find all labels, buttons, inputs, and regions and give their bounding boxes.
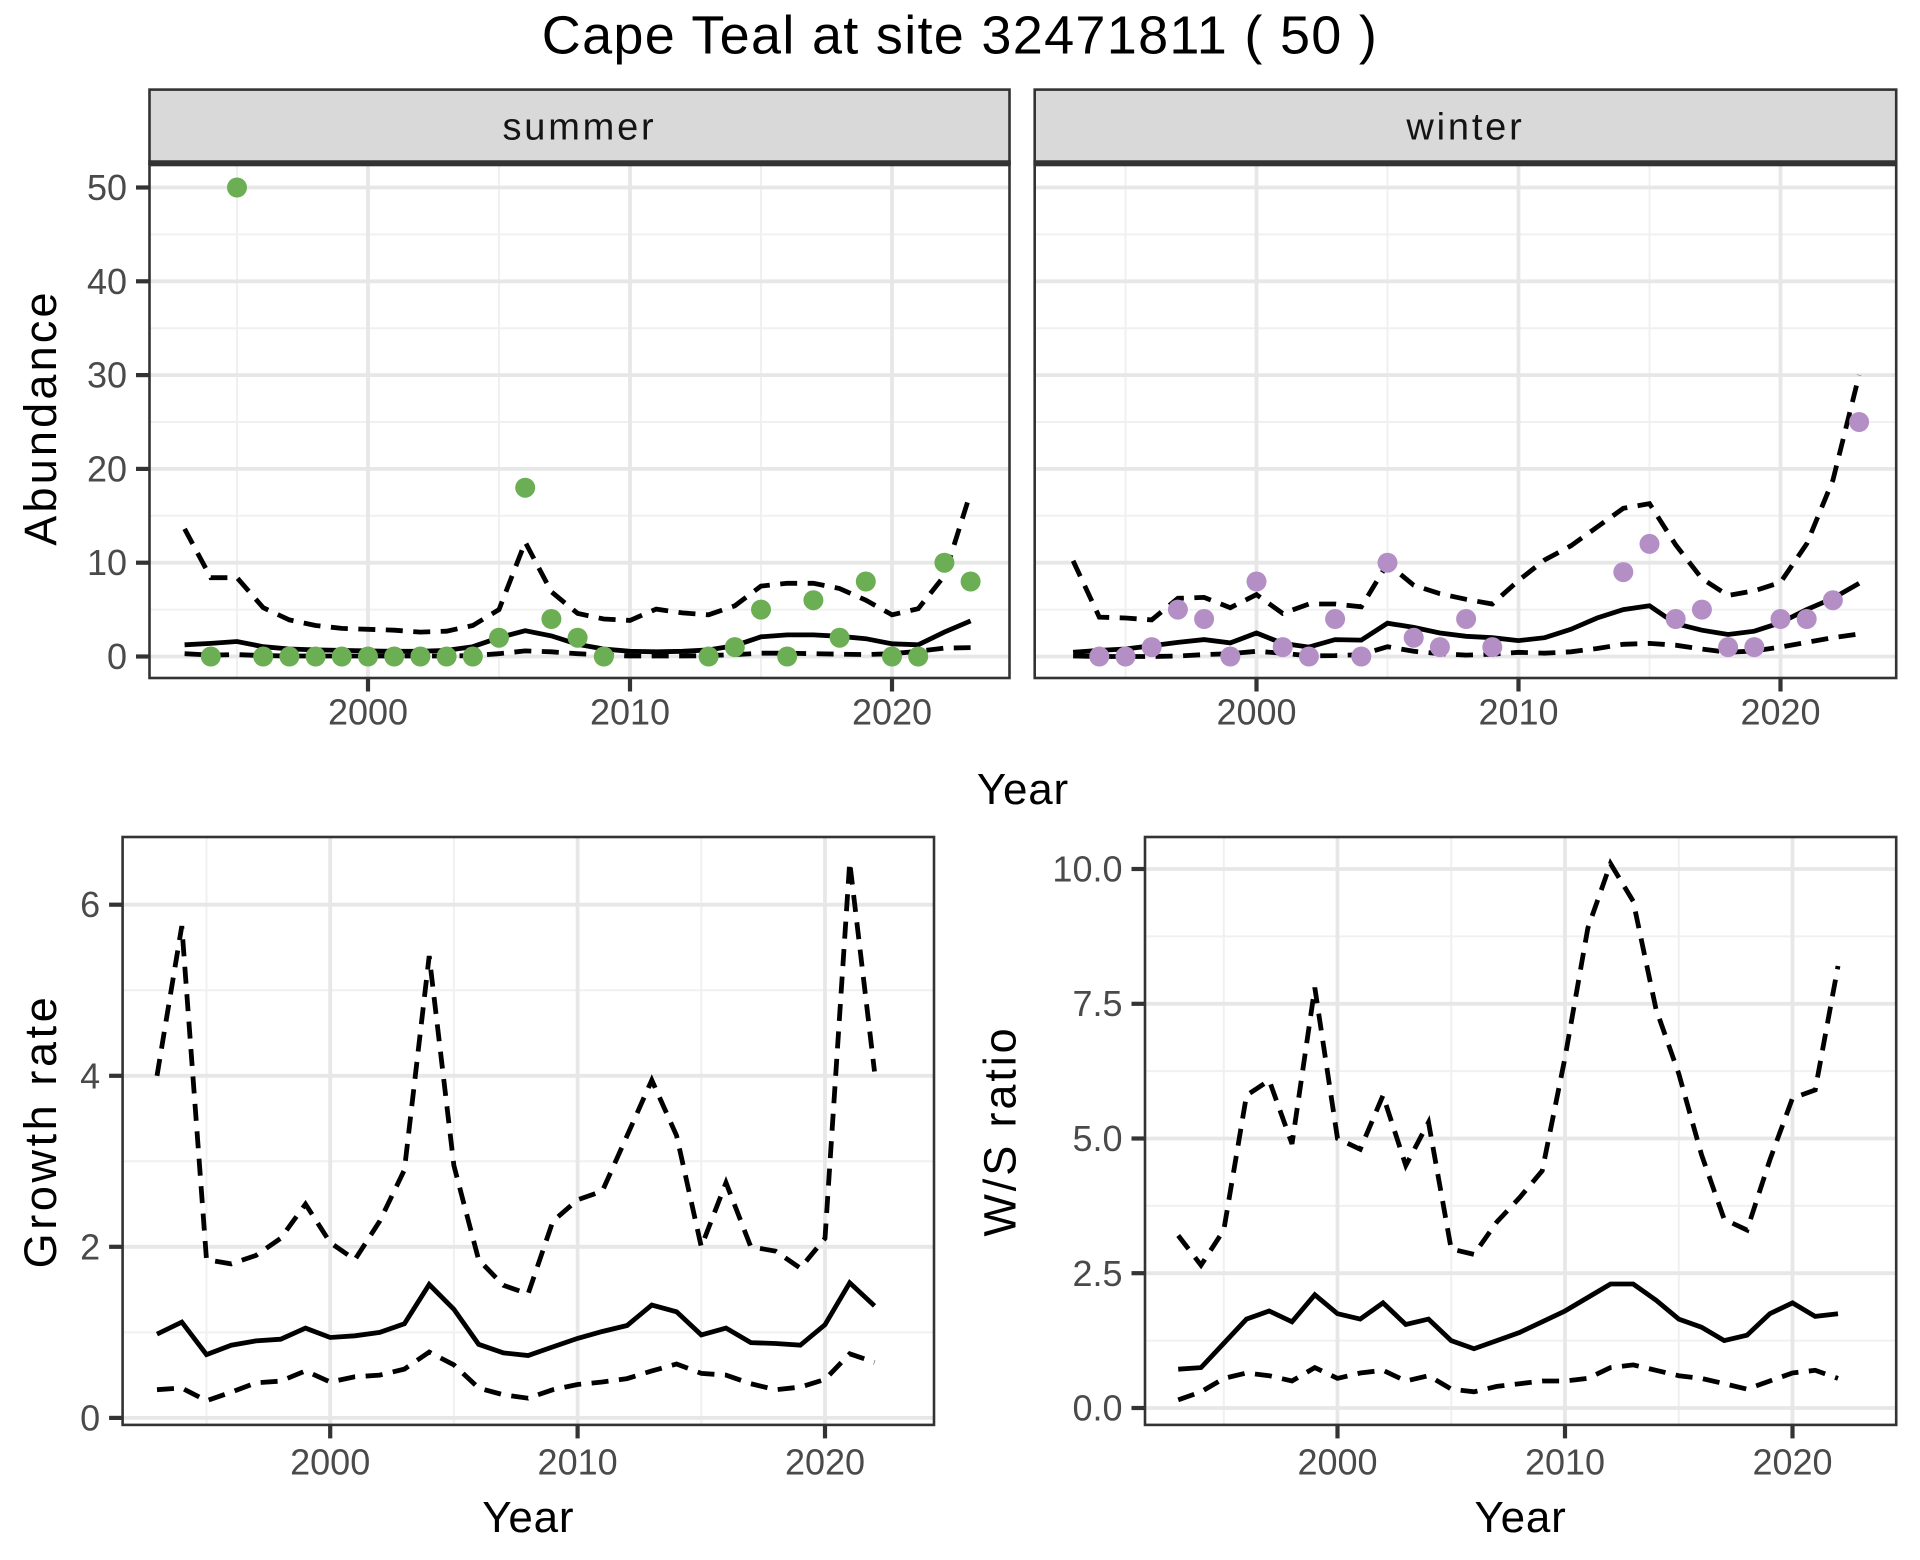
svg-text:40: 40	[87, 261, 127, 302]
svg-text:2020: 2020	[1740, 692, 1820, 733]
svg-text:20: 20	[87, 448, 127, 489]
svg-text:7.5: 7.5	[1072, 983, 1122, 1024]
svg-text:10.0: 10.0	[1052, 849, 1122, 890]
svg-text:2020: 2020	[1752, 1442, 1832, 1483]
svg-text:4: 4	[80, 1055, 100, 1096]
svg-text:0.0: 0.0	[1072, 1388, 1122, 1429]
svg-text:2000: 2000	[1216, 692, 1296, 733]
svg-text:2000: 2000	[290, 1442, 370, 1483]
svg-text:Abundance: Abundance	[15, 289, 66, 546]
svg-text:2010: 2010	[1525, 1442, 1605, 1483]
svg-text:2.5: 2.5	[1072, 1253, 1122, 1294]
svg-text:winter: winter	[1405, 107, 1524, 149]
svg-text:W/S ratio: W/S ratio	[975, 1025, 1026, 1236]
svg-text:2000: 2000	[328, 692, 408, 733]
svg-text:2: 2	[80, 1226, 100, 1267]
svg-text:Year: Year	[1475, 1493, 1567, 1542]
svg-text:Year: Year	[482, 1493, 574, 1542]
svg-text:2020: 2020	[785, 1442, 865, 1483]
svg-text:30: 30	[87, 355, 127, 396]
svg-text:Cape Teal at site 32471811 ( 5: Cape Teal at site 32471811 ( 50 )	[542, 6, 1378, 66]
svg-text:0: 0	[107, 636, 127, 677]
svg-text:Year: Year	[977, 765, 1069, 814]
svg-text:0: 0	[80, 1397, 100, 1438]
svg-text:2020: 2020	[852, 692, 932, 733]
svg-text:2010: 2010	[538, 1442, 618, 1483]
svg-text:5.0: 5.0	[1072, 1118, 1122, 1159]
svg-text:2000: 2000	[1297, 1442, 1377, 1483]
svg-text:2010: 2010	[1478, 692, 1558, 733]
svg-text:summer: summer	[502, 107, 656, 149]
svg-text:10: 10	[87, 542, 127, 583]
svg-text:2010: 2010	[590, 692, 670, 733]
svg-text:50: 50	[87, 167, 127, 208]
svg-text:6: 6	[80, 884, 100, 925]
svg-text:Growth rate: Growth rate	[15, 994, 66, 1269]
